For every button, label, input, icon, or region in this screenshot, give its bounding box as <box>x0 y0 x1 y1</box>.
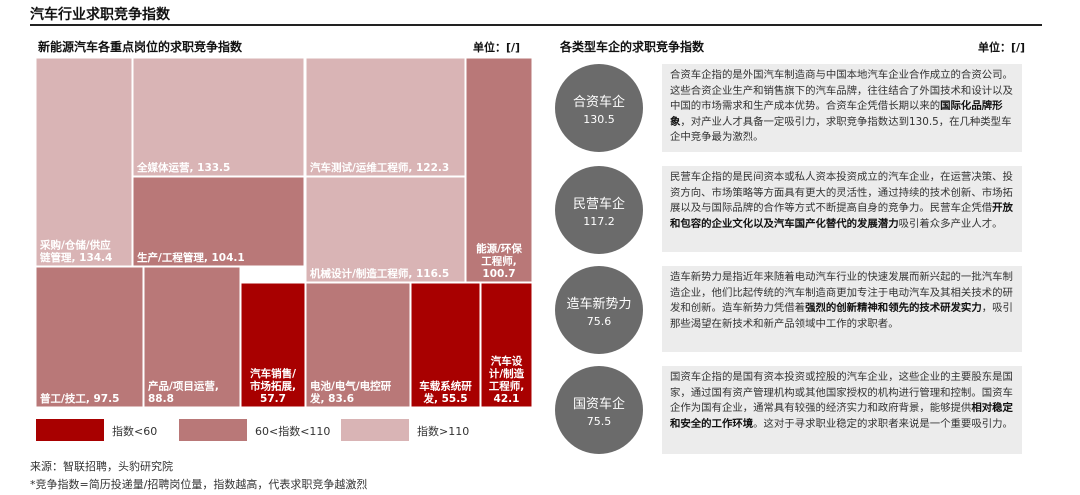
treemap-label: 车载系统研发, 55.5 <box>419 380 472 406</box>
legend-label-high: 指数>110 <box>417 425 470 438</box>
treemap-cell <box>36 266 144 408</box>
bubble-title: 各类型车企的求职竞争指数 <box>560 40 705 54</box>
treemap-cell <box>480 282 532 408</box>
treemap-cell <box>143 266 241 408</box>
treemap-cell <box>132 58 305 177</box>
bubble-new-forces: 造车新势力 75.6 <box>555 266 643 354</box>
bubble-name: 合资车企 <box>572 95 625 110</box>
treemap-label: 普工/技工, 97.5 <box>40 392 119 405</box>
treemap-cell <box>410 282 481 408</box>
desc-state-owned: 国资车企指的是国有资本投资或控股的汽车企业，这些企业的主要股东是国家，通过国有资… <box>662 366 1022 454</box>
treemap-label: 能源/环保工程师, 100.7 <box>476 242 522 280</box>
treemap-cell <box>132 176 305 267</box>
bubble-value: 130.5 <box>583 113 615 126</box>
treemap-title: 新能源汽车各重点岗位的求职竞争指数 <box>38 40 243 54</box>
treemap-cell <box>305 282 411 408</box>
treemap-label: 采购/仓储/供应链管理, 134.4 <box>39 239 112 265</box>
treemap-cell <box>465 58 532 283</box>
treemap-cell <box>36 58 133 267</box>
treemap-unit: 单位：[/] <box>473 41 521 54</box>
treemap-label: 汽车设计/制造工程师, 42.1 <box>489 355 525 406</box>
legend-label-mid: 60<指数<110 <box>255 425 331 438</box>
treemap-label: 生产/工程管理, 104.1 <box>137 251 245 264</box>
bubble-name: 民营车企 <box>572 197 625 212</box>
treemap-label: 机械设计/制造工程师, 116.5 <box>310 267 449 280</box>
desc-joint-venture: 合资车企指的是外国汽车制造商与中国本地汽车企业合作成立的合资公司。这些合资企业生… <box>662 64 1022 152</box>
bubble-private: 民营车企 117.2 <box>555 166 643 254</box>
desc-new-forces: 造车新势力是指近年来随着电动汽车行业的快速发展而新兴起的一批汽车制造企业，他们比… <box>662 266 1022 352</box>
legend-swatch-mid <box>179 419 247 441</box>
bubble-joint-venture: 合资车企 130.5 <box>555 64 643 152</box>
legend-swatch-low <box>36 419 104 441</box>
treemap-label: 全媒体运营, 133.5 <box>136 161 230 174</box>
bubble-state-owned: 国资车企 75.5 <box>555 366 643 454</box>
treemap-cell <box>240 282 306 408</box>
page-title: 汽车行业求职竞争指数 <box>30 7 170 23</box>
treemap-label: 汽车测试/运维工程师, 122.3 <box>310 161 449 174</box>
treemap-label: 产品/项目运营, 88.8 <box>148 380 219 406</box>
bubble-name: 造车新势力 <box>566 297 632 312</box>
bubble-unit: 单位：[/] <box>978 41 1026 54</box>
bubble-value: 75.5 <box>586 415 612 428</box>
bubble-value: 117.2 <box>583 215 615 228</box>
treemap-label: 电池/电气/电控研发, 83.6 <box>309 380 392 406</box>
treemap-cell <box>305 176 466 283</box>
treemap-cell <box>305 58 466 177</box>
legend-label-low: 指数<60 <box>112 425 158 438</box>
title-divider <box>30 24 1042 26</box>
treemap-label: 汽车销售/市场拓展, 57.7 <box>250 367 296 405</box>
treemap-chart: 采购/仓储/供应链管理, 134.4 全媒体运营, 133.5 汽车测试/运维工程师… <box>36 58 532 408</box>
footnote: *竞争指数=简历投递量/招聘岗位量，指数越高，代表求职竞争越激烈 <box>30 478 368 491</box>
desc-private: 民营车企指的是民间资本或私人资本投资成立的汽车企业，在运营决策、投资方向、市场策… <box>662 166 1022 252</box>
source-note: 来源：智联招聘，头豹研究院 <box>30 460 173 473</box>
bubble-name: 国资车企 <box>572 397 625 412</box>
bubble-value: 75.6 <box>586 315 612 328</box>
legend-swatch-high <box>341 419 409 441</box>
